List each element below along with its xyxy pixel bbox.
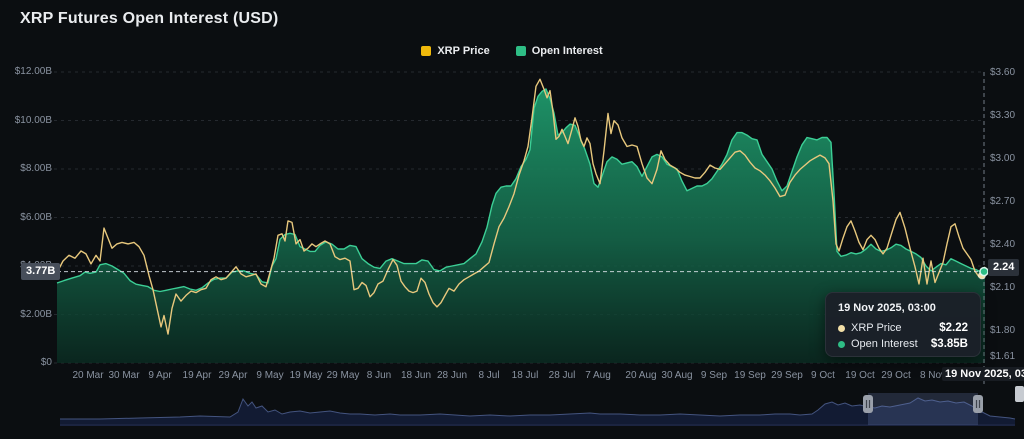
axis-tick-label: 8 Nov [919,370,947,381]
open-interest-current-badge: 3.77B [21,263,61,280]
nav-scroll-thumb[interactable] [1015,386,1024,402]
page-title: XRP Futures Open Interest (USD) [20,10,279,27]
axis-tick-label: 8 Jun [366,370,392,381]
legend-label-open-interest: Open Interest [531,45,603,57]
axis-tick-label: 30 Mar [108,370,140,381]
axis-tick-label: 19 Oct [845,370,875,381]
axis-tick-label: 9 May [256,370,284,381]
axis-tick-label: 18 Jul [511,370,539,381]
chart-legend: XRP Price Open Interest [0,45,1024,57]
axis-tick-label: 19 May [289,370,323,381]
axis-tick-label: $1.80 [990,324,1016,336]
axis-tick-label: 28 Jun [436,370,468,381]
price-open-interest-chart[interactable] [0,0,1024,390]
axis-tick-label: 20 Mar [72,370,104,381]
navigator-handle-left[interactable] [863,395,873,413]
axis-tick-label: 28 Jul [548,370,576,381]
range-navigator[interactable] [0,390,1024,439]
axis-tick-label: $2.10 [990,281,1016,293]
axis-tick-label: $0 [40,357,52,368]
axis-tick-label: $12.00B [14,66,52,77]
axis-tick-label: $2.70 [990,195,1016,207]
axis-tick-label: 29 May [326,370,360,381]
tooltip-value-open-interest: $3.85B [930,338,968,350]
legend-label-xrp-price: XRP Price [437,45,490,57]
navigator-selection[interactable] [868,393,978,425]
axis-tick-label: $6.00B [20,211,52,223]
axis-tick-label: 30 Aug [661,370,693,381]
axis-tick-label: $2.00B [20,308,52,320]
navigator-handle-right[interactable] [973,395,983,413]
axis-tick-label: 29 Sep [771,370,803,381]
tooltip-date: 19 Nov 2025, 03:00 [838,302,936,314]
open-interest-dot-icon [838,340,845,348]
legend-item-xrp-price[interactable]: XRP Price [421,45,490,57]
axis-tick-label: $3.00 [990,152,1016,164]
crosshair-date-badge: 19 Nov 2025, 03:00 [942,367,1024,381]
xrp-price-current-badge: 2.24 [988,259,1020,276]
axis-tick-label: $3.30 [990,109,1016,121]
axis-tick-label: 9 Sep [700,370,728,381]
axis-tick-label: $10.00B [14,114,52,126]
axis-tick-label: 7 Aug [585,370,611,381]
legend-item-open-interest[interactable]: Open Interest [515,45,603,57]
axis-tick-label: 29 Oct [881,370,911,381]
axis-tick-label: 18 Jun [400,370,432,381]
tooltip-label-xrp-price: XRP Price [851,322,902,334]
open-interest-swatch-icon [515,46,526,56]
tooltip-row-open-interest: Open Interest $3.85B [838,338,968,350]
axis-tick-label: 9 Apr [148,370,172,381]
tooltip-value-xrp-price: $2.22 [939,322,968,334]
axis-tick-label: 19 Sep [734,370,766,381]
tooltip-label-open-interest: Open Interest [851,338,918,350]
xrp-price-dot-icon [838,324,845,332]
xrp-price-swatch-icon [421,46,432,56]
tooltip: 19 Nov 2025, 03:00 XRP Price $2.22 Open … [825,292,981,357]
tooltip-row-xrp-price: XRP Price $2.22 [838,322,968,334]
axis-tick-label: $2.40 [990,238,1016,250]
axis-tick-label: 29 Apr [218,370,248,381]
axis-tick-label: $1.61 [990,351,1016,362]
axis-tick-label: $3.60 [990,67,1016,78]
axis-tick-label: 19 Apr [182,370,212,381]
axis-tick-label: 9 Oct [811,370,835,381]
axis-tick-label: 8 Jul [478,370,500,381]
axis-tick-label: $8.00B [20,163,52,174]
axis-tick-label: 20 Aug [625,370,657,381]
